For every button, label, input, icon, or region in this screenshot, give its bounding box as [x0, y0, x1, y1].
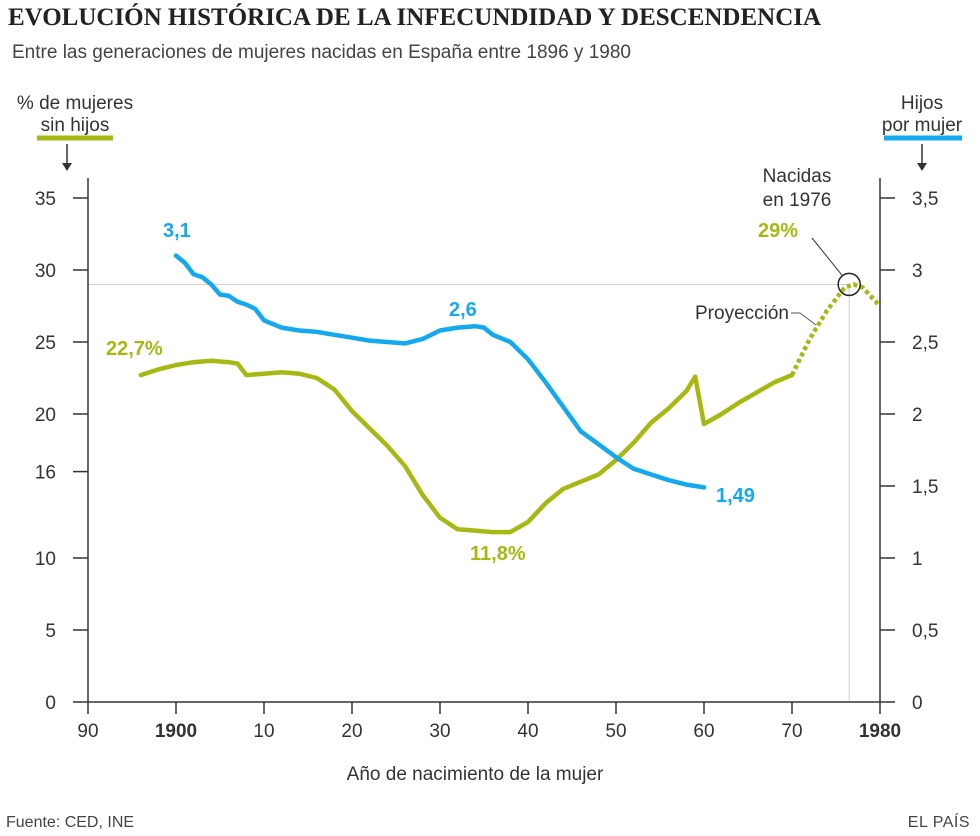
chart-subtitle: Entre las generaciones de mujeres nacida… — [12, 42, 631, 63]
nacidas-1976-marker — [837, 272, 861, 297]
left-axis-label-line1: % de mujeres — [17, 93, 133, 114]
x-tick-label: 30 — [429, 721, 450, 742]
green-min-label: 11,8% — [470, 543, 526, 565]
nacidas-label-line1: Nacidas — [763, 166, 832, 187]
x-tick-label: 50 — [605, 721, 626, 742]
x-tick-label: 20 — [341, 721, 362, 742]
left-axis-label-line2: sin hijos — [41, 115, 110, 136]
right-axis-arrow-icon — [917, 163, 927, 171]
left-tick-label: 16 — [35, 463, 56, 484]
left-tick-label: 10 — [35, 549, 56, 570]
source-note: Fuente: CED, INE — [6, 814, 135, 831]
x-tick-label: 10 — [253, 721, 274, 742]
left-tick-label: 35 — [35, 189, 56, 210]
axes: 0 5 10 16 20 25 30 35 0 0,5 1 1,5 2 2,5 3 3,5 90 1900 10 20… — [35, 178, 938, 742]
sin-hijos-line — [138, 358, 795, 535]
right-tick-label: 0,5 — [912, 621, 938, 642]
right-axis-label-line2: por mujer — [882, 115, 963, 136]
left-tick-label: 5 — [45, 621, 56, 642]
chart-title: EVOLUCIÓN HISTÓRICA DE LA INFECUNDIDAD Y… — [8, 4, 822, 31]
right-tick-label: 3 — [912, 261, 923, 282]
x-tick-label: 70 — [781, 721, 802, 742]
right-tick-label: 1,5 — [912, 477, 938, 498]
blue-end-label: 1,49 — [716, 485, 755, 507]
nacidas-leader-line — [811, 237, 843, 276]
series — [138, 253, 882, 535]
x-tick-label: 40 — [517, 721, 538, 742]
proyeccion-label: Proyección — [695, 303, 789, 324]
nacidas-label-line2: en 1976 — [763, 190, 832, 211]
left-tick-label: 0 — [45, 693, 56, 714]
x-axis-title: Año de nacimiento de la mujer — [347, 764, 604, 785]
x-tick-label: 90 — [77, 721, 98, 742]
left-tick-label: 30 — [35, 261, 56, 282]
right-tick-label: 2,5 — [912, 333, 938, 354]
green-peak-label: 29% — [758, 220, 798, 242]
hijos-por-mujer-line — [173, 253, 707, 490]
blue-start-label: 3,1 — [163, 220, 191, 242]
proyeccion-leader-line — [791, 312, 817, 326]
annotations — [791, 237, 861, 326]
blue-peak-label: 2,6 — [449, 299, 477, 321]
right-axis-label-line1: Hijos — [901, 93, 943, 114]
left-axis-arrow-icon — [62, 163, 72, 171]
left-tick-label: 25 — [35, 333, 56, 354]
left-tick-label: 20 — [35, 405, 56, 426]
right-tick-label: 2 — [912, 405, 923, 426]
sin-hijos-projection-line — [789, 282, 882, 377]
right-tick-label: 0 — [912, 693, 923, 714]
green-start-label: 22,7% — [106, 338, 163, 360]
x-tick-label: 60 — [693, 721, 714, 742]
x-tick-label: 1980 — [859, 721, 901, 742]
brand-logo: EL PAÍS — [907, 814, 970, 831]
x-tick-label: 1900 — [155, 721, 197, 742]
right-tick-label: 1 — [912, 549, 923, 570]
right-tick-label: 3,5 — [912, 189, 938, 210]
